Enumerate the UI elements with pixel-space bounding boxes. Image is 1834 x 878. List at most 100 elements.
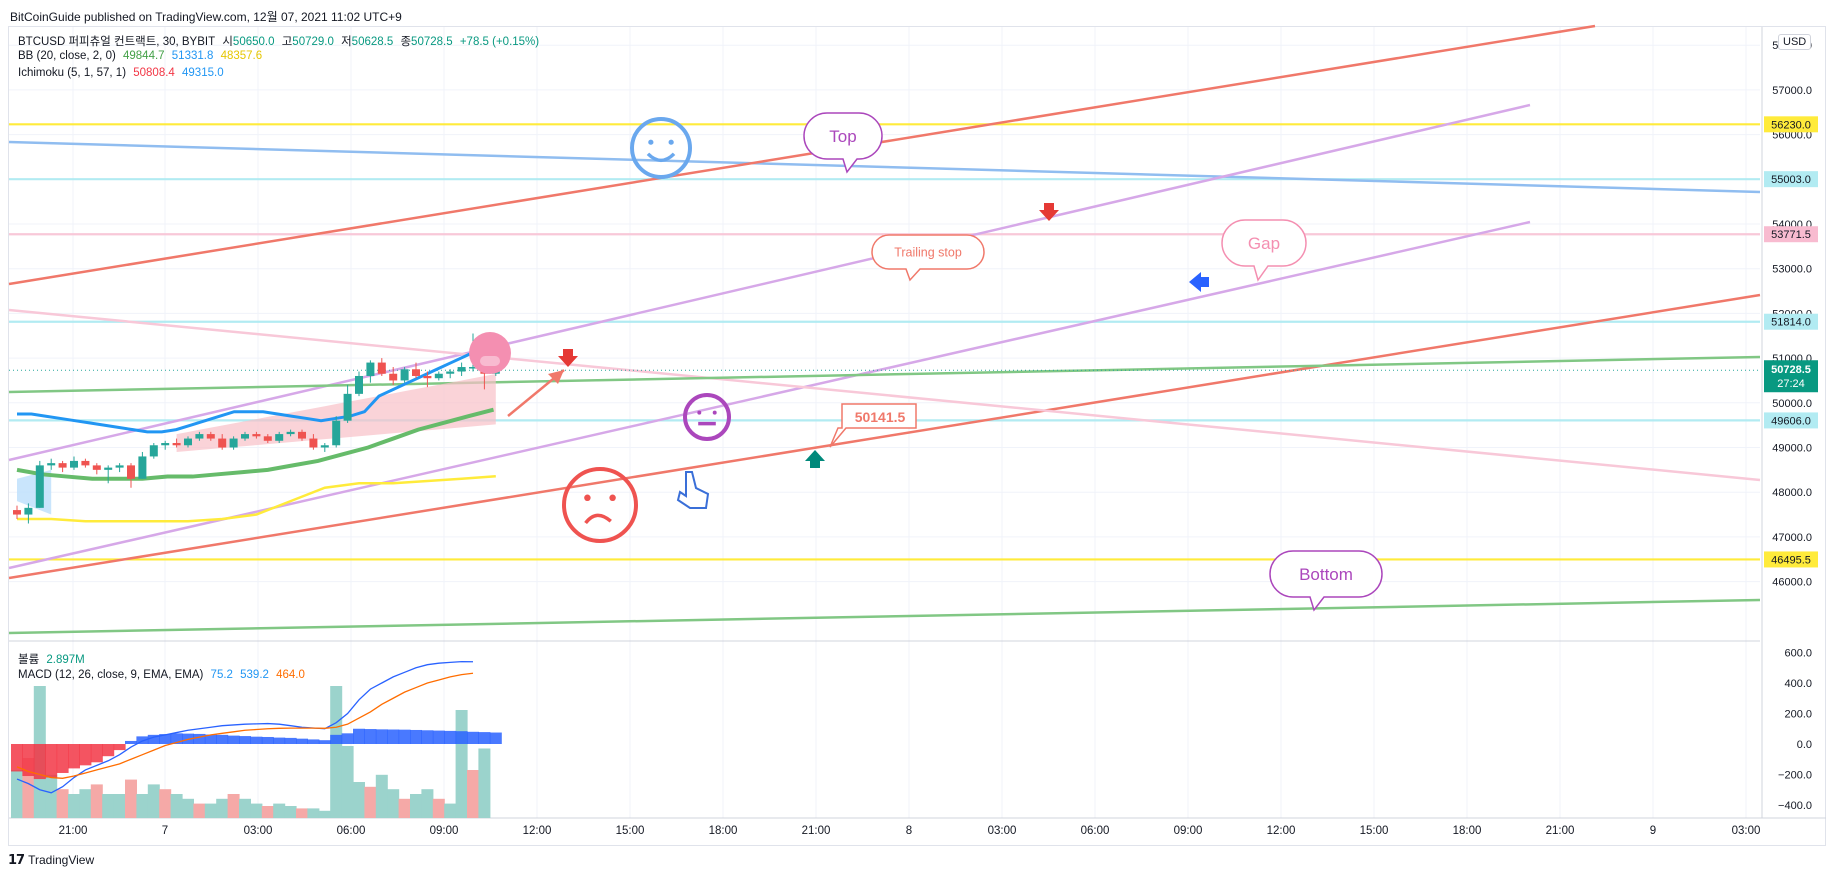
sad-face-icon: [562, 467, 638, 543]
ichimoku-name: Ichimoku (5, 1, 57, 1): [18, 67, 127, 79]
candle-body: [127, 465, 135, 479]
volume-legend: 볼륨 2.897M: [18, 651, 89, 667]
macd-hist-bar: [204, 734, 217, 744]
open-value: 50650.0: [232, 36, 275, 48]
macd-hist-bar: [56, 744, 69, 773]
candle-body: [343, 393, 352, 421]
volume-name: 볼륨: [18, 654, 40, 666]
bb-name: BB (20, close, 2, 0): [18, 50, 116, 62]
time-tick-label: 03:00: [244, 825, 273, 837]
smiley-face-icon-eye: [648, 139, 654, 145]
candle-body: [58, 463, 67, 468]
change-value: +78.5 (+0.15%): [459, 36, 540, 48]
macd-tick-label: −400.0: [1778, 800, 1812, 812]
candle-body: [446, 371, 455, 374]
macd-pane: [11, 660, 502, 818]
volume-bar: [330, 686, 343, 818]
macd-axis: 600.0 400.0 200.0 0.0 −200.0 −400.0: [1778, 648, 1812, 813]
high-label: 고: [281, 36, 293, 48]
macd-hist-bar: [113, 744, 126, 751]
sad-face-icon-eye: [584, 494, 591, 502]
price-callout: [829, 403, 917, 448]
macd-hist-bar: [421, 730, 434, 744]
arrow-left-icon: [1189, 272, 1209, 292]
volume-bar: [364, 786, 377, 818]
volume-bar: [159, 789, 172, 818]
candle-body: [206, 434, 215, 439]
price-badge-label: 46495.5: [1771, 554, 1811, 566]
volume-bar: [353, 782, 365, 818]
callout-trailing-stop: [871, 234, 985, 282]
bb-lower-value: 48357.6: [220, 50, 263, 62]
candle-body: [104, 467, 113, 470]
macd-hist-bar: [489, 732, 502, 744]
volume-bar: [261, 806, 274, 818]
macd-legend: MACD (12, 26, close, 9, EMA, EMA) 75.2 5…: [18, 669, 309, 681]
time-tick-label: 9: [1650, 825, 1656, 837]
arrow-down-icon: [1039, 203, 1059, 221]
last-price-badge: [1764, 360, 1818, 393]
macd-tick-label: 0.0: [1797, 739, 1812, 751]
macd-signal-value: 464.0: [276, 669, 305, 681]
price-tick-label: 56000.0: [1772, 130, 1812, 142]
candle-body: [286, 431, 295, 435]
chart-frame: [8, 26, 1826, 846]
currency-button[interactable]: USD: [1778, 34, 1812, 50]
price-badge: [1764, 412, 1818, 429]
time-tick-label: 18:00: [709, 825, 738, 837]
arrow-down-icon: [558, 349, 578, 367]
macd-hist-bar: [273, 737, 286, 744]
volume-bar: [216, 798, 229, 818]
price-axis: 46000.047000.048000.049000.050000.051000…: [1764, 40, 1818, 589]
macd-hist-bar: [467, 731, 479, 744]
candle-body: [355, 375, 363, 394]
price-badge-label: 53771.5: [1771, 229, 1811, 241]
volume-bar: [102, 794, 115, 818]
price-badge: [1764, 226, 1818, 243]
macd-hist-bar: [296, 738, 308, 744]
price-tick-label: 53000.0: [1772, 264, 1812, 276]
trendline-orange-lower: [8, 293, 1761, 580]
candle-body: [434, 373, 443, 379]
hand-pointer-icon: [676, 471, 710, 509]
price-badge-label: 56230.0: [1771, 119, 1811, 131]
pig-icon: [469, 332, 511, 374]
price-badge: [1764, 313, 1818, 330]
footer: 𝟭𝟳 TradingView: [8, 852, 94, 868]
candle-body: [218, 438, 227, 448]
candle-body: [47, 463, 56, 466]
callout-bottom-label: Bottom: [1299, 565, 1353, 584]
candle-body: [13, 510, 21, 515]
macd-hist-bar: [478, 732, 491, 744]
time-tick-label: 15:00: [616, 825, 645, 837]
arrow-up-icon: [805, 450, 825, 468]
time-tick-label: 21:00: [1546, 825, 1575, 837]
time-tick-label: 06:00: [337, 825, 366, 837]
volume-bar: [182, 798, 194, 818]
callout-layer: Top Gap Bottom Trailing stop 50141.5: [803, 112, 1383, 612]
macd-hist-bar: [79, 744, 92, 766]
macd-hist-bar: [387, 729, 400, 744]
candle-body: [263, 436, 272, 441]
macd-tick-label: 200.0: [1784, 709, 1812, 721]
callout-top-label: Top: [829, 127, 856, 146]
candle-layer: [13, 333, 500, 524]
candle-body: [184, 438, 192, 446]
volume-bar: [398, 798, 411, 818]
volume-bar: [79, 789, 92, 818]
high-value: 50729.0: [292, 36, 334, 48]
candle-body: [377, 362, 386, 374]
macd-hist-bar: [444, 730, 457, 744]
time-tick-label: 09:00: [1174, 825, 1203, 837]
macd-hist-bar: [432, 730, 445, 744]
candle-body: [35, 465, 44, 508]
candle-body: [229, 438, 238, 448]
candle-body: [138, 456, 147, 479]
volume-bar: [239, 798, 251, 818]
footer-brand: TradingView: [28, 853, 95, 867]
price-tick-label: 50000.0: [1772, 398, 1812, 410]
candle-body: [320, 445, 329, 448]
smiley-face-icon-eye: [668, 139, 674, 145]
volume-bar: [478, 748, 491, 818]
